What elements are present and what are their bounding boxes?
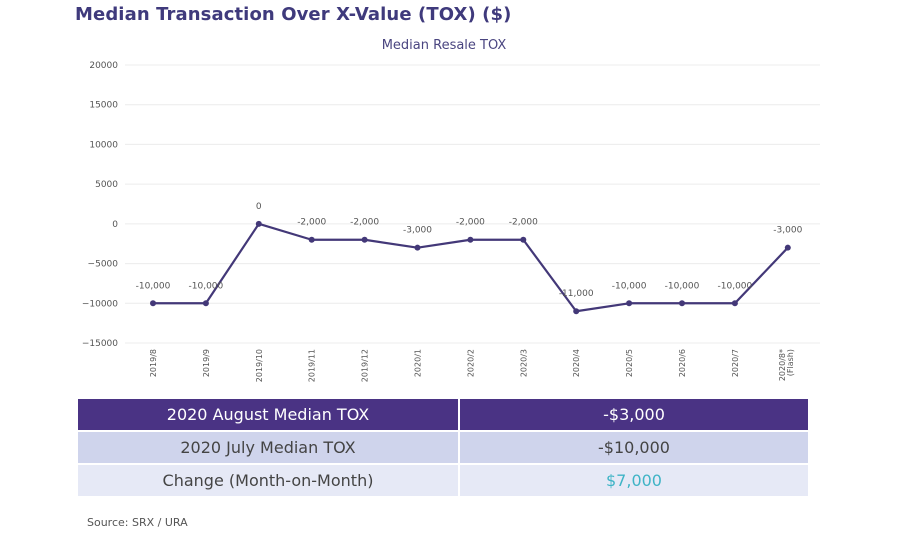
data-label: -2,000 — [509, 218, 538, 228]
data-label: -11,000 — [559, 289, 594, 299]
x-tick-text: 2020/5 — [625, 349, 634, 377]
y-tick-label: −5000 — [88, 260, 119, 270]
data-point — [573, 308, 580, 315]
x-tick-text: 2020/2 — [466, 349, 475, 377]
x-tick-label: 2020/2 — [466, 349, 475, 377]
data-label: -10,000 — [718, 281, 753, 291]
x-tick-text: 2019/12 — [361, 349, 370, 382]
x-tick-text: 2020/1 — [414, 349, 423, 377]
data-label: -2,000 — [456, 218, 485, 228]
y-axis-ticks: 20000 15000 10000 5000 0 −5000 −10000 −15000 — [82, 61, 118, 349]
x-tick-label: 2020/3 — [519, 349, 528, 377]
data-label: -10,000 — [665, 281, 700, 291]
row-label: Change (Month-on-Month) — [78, 464, 460, 498]
x-tick-text: 2020/7 — [731, 349, 740, 377]
data-label: -3,000 — [403, 226, 432, 236]
x-tick-label: 2019/11 — [308, 349, 317, 382]
data-label: -2,000 — [297, 218, 326, 228]
x-tick-label: 2019/12 — [361, 349, 370, 382]
x-tick-text: 2020/3 — [519, 349, 528, 377]
data-point — [520, 236, 527, 243]
table-row: 2020 July Median TOX -$10,000 — [78, 431, 810, 465]
y-tick-label: 15000 — [89, 101, 118, 111]
x-tick-text: 2020/6 — [678, 349, 687, 377]
data-point — [361, 236, 368, 243]
data-points — [150, 220, 791, 315]
x-tick-text: 2019/8 — [149, 349, 158, 377]
row-label: 2020 July Median TOX — [78, 431, 460, 465]
x-tick-label: 2019/10 — [255, 349, 264, 382]
source-note: Source: SRX / URA — [87, 516, 188, 529]
data-point — [308, 236, 315, 243]
data-point — [202, 300, 209, 307]
y-tick-label: 5000 — [95, 180, 118, 190]
gridlines — [125, 64, 820, 344]
data-label: -3,000 — [773, 226, 802, 236]
data-point — [467, 236, 474, 243]
line-chart: 20000 15000 10000 5000 0 −5000 −10000 −15000 20… — [82, 61, 820, 382]
data-label: -10,000 — [612, 281, 647, 291]
data-label: -10,000 — [136, 281, 171, 291]
data-point — [414, 244, 421, 251]
x-tick-label: 2020/1 — [414, 349, 423, 377]
y-tick-label: 20000 — [89, 61, 118, 71]
x-tick-text: 2019/11 — [308, 349, 317, 382]
row-value: -$10,000 — [459, 431, 810, 465]
x-tick-sublabel: (Flash) — [786, 349, 795, 376]
data-labels: -10,000 -10,000 0 -2,000 -2,000 -3,000 -2,000 -… — [136, 202, 803, 299]
x-tick-label: 2020/5 — [625, 349, 634, 377]
x-tick-label: 2020/4 — [572, 349, 581, 377]
y-tick-label: 10000 — [89, 140, 118, 150]
data-label: -2,000 — [350, 218, 379, 228]
x-tick-label: 2020/8* (Flash) — [778, 349, 795, 381]
row-value: -$3,000 — [459, 399, 810, 432]
x-tick-label: 2019/9 — [202, 349, 211, 377]
data-point — [731, 300, 738, 307]
x-axis-ticks: 2019/8 2019/9 2019/10 2019/11 2019/12 2020/1 2… — [149, 349, 795, 382]
y-tick-label: 0 — [112, 220, 118, 230]
table-row: Change (Month-on-Month) $7,000 — [78, 464, 810, 498]
data-point — [679, 300, 685, 307]
table-row: 2020 August Median TOX -$3,000 — [78, 399, 810, 432]
data-label: -10,000 — [189, 281, 224, 291]
page-title: Median Transaction Over X-Value (TOX) ($… — [75, 4, 512, 25]
data-label: 0 — [256, 202, 262, 212]
row-label: 2020 August Median TOX — [78, 399, 460, 432]
change-value: $7,000 — [459, 464, 810, 498]
x-tick-label: 2020/7 — [731, 349, 740, 377]
x-tick-text: 2019/9 — [202, 349, 211, 377]
x-tick-text: 2020/8* — [778, 349, 787, 381]
x-tick-text: 2019/10 — [255, 349, 264, 382]
y-tick-label: −15000 — [82, 339, 118, 349]
x-tick-text: 2020/4 — [572, 349, 581, 377]
summary-table: 2020 August Median TOX -$3,000 2020 July… — [78, 399, 810, 498]
x-tick-label: 2020/6 — [678, 349, 687, 377]
x-tick-label: 2019/8 — [149, 349, 158, 377]
data-point — [626, 300, 633, 307]
data-point — [255, 220, 262, 227]
chart-title: Median Resale TOX — [381, 38, 507, 53]
y-tick-label: −10000 — [82, 299, 118, 309]
data-point — [150, 300, 156, 307]
data-point — [784, 244, 791, 251]
